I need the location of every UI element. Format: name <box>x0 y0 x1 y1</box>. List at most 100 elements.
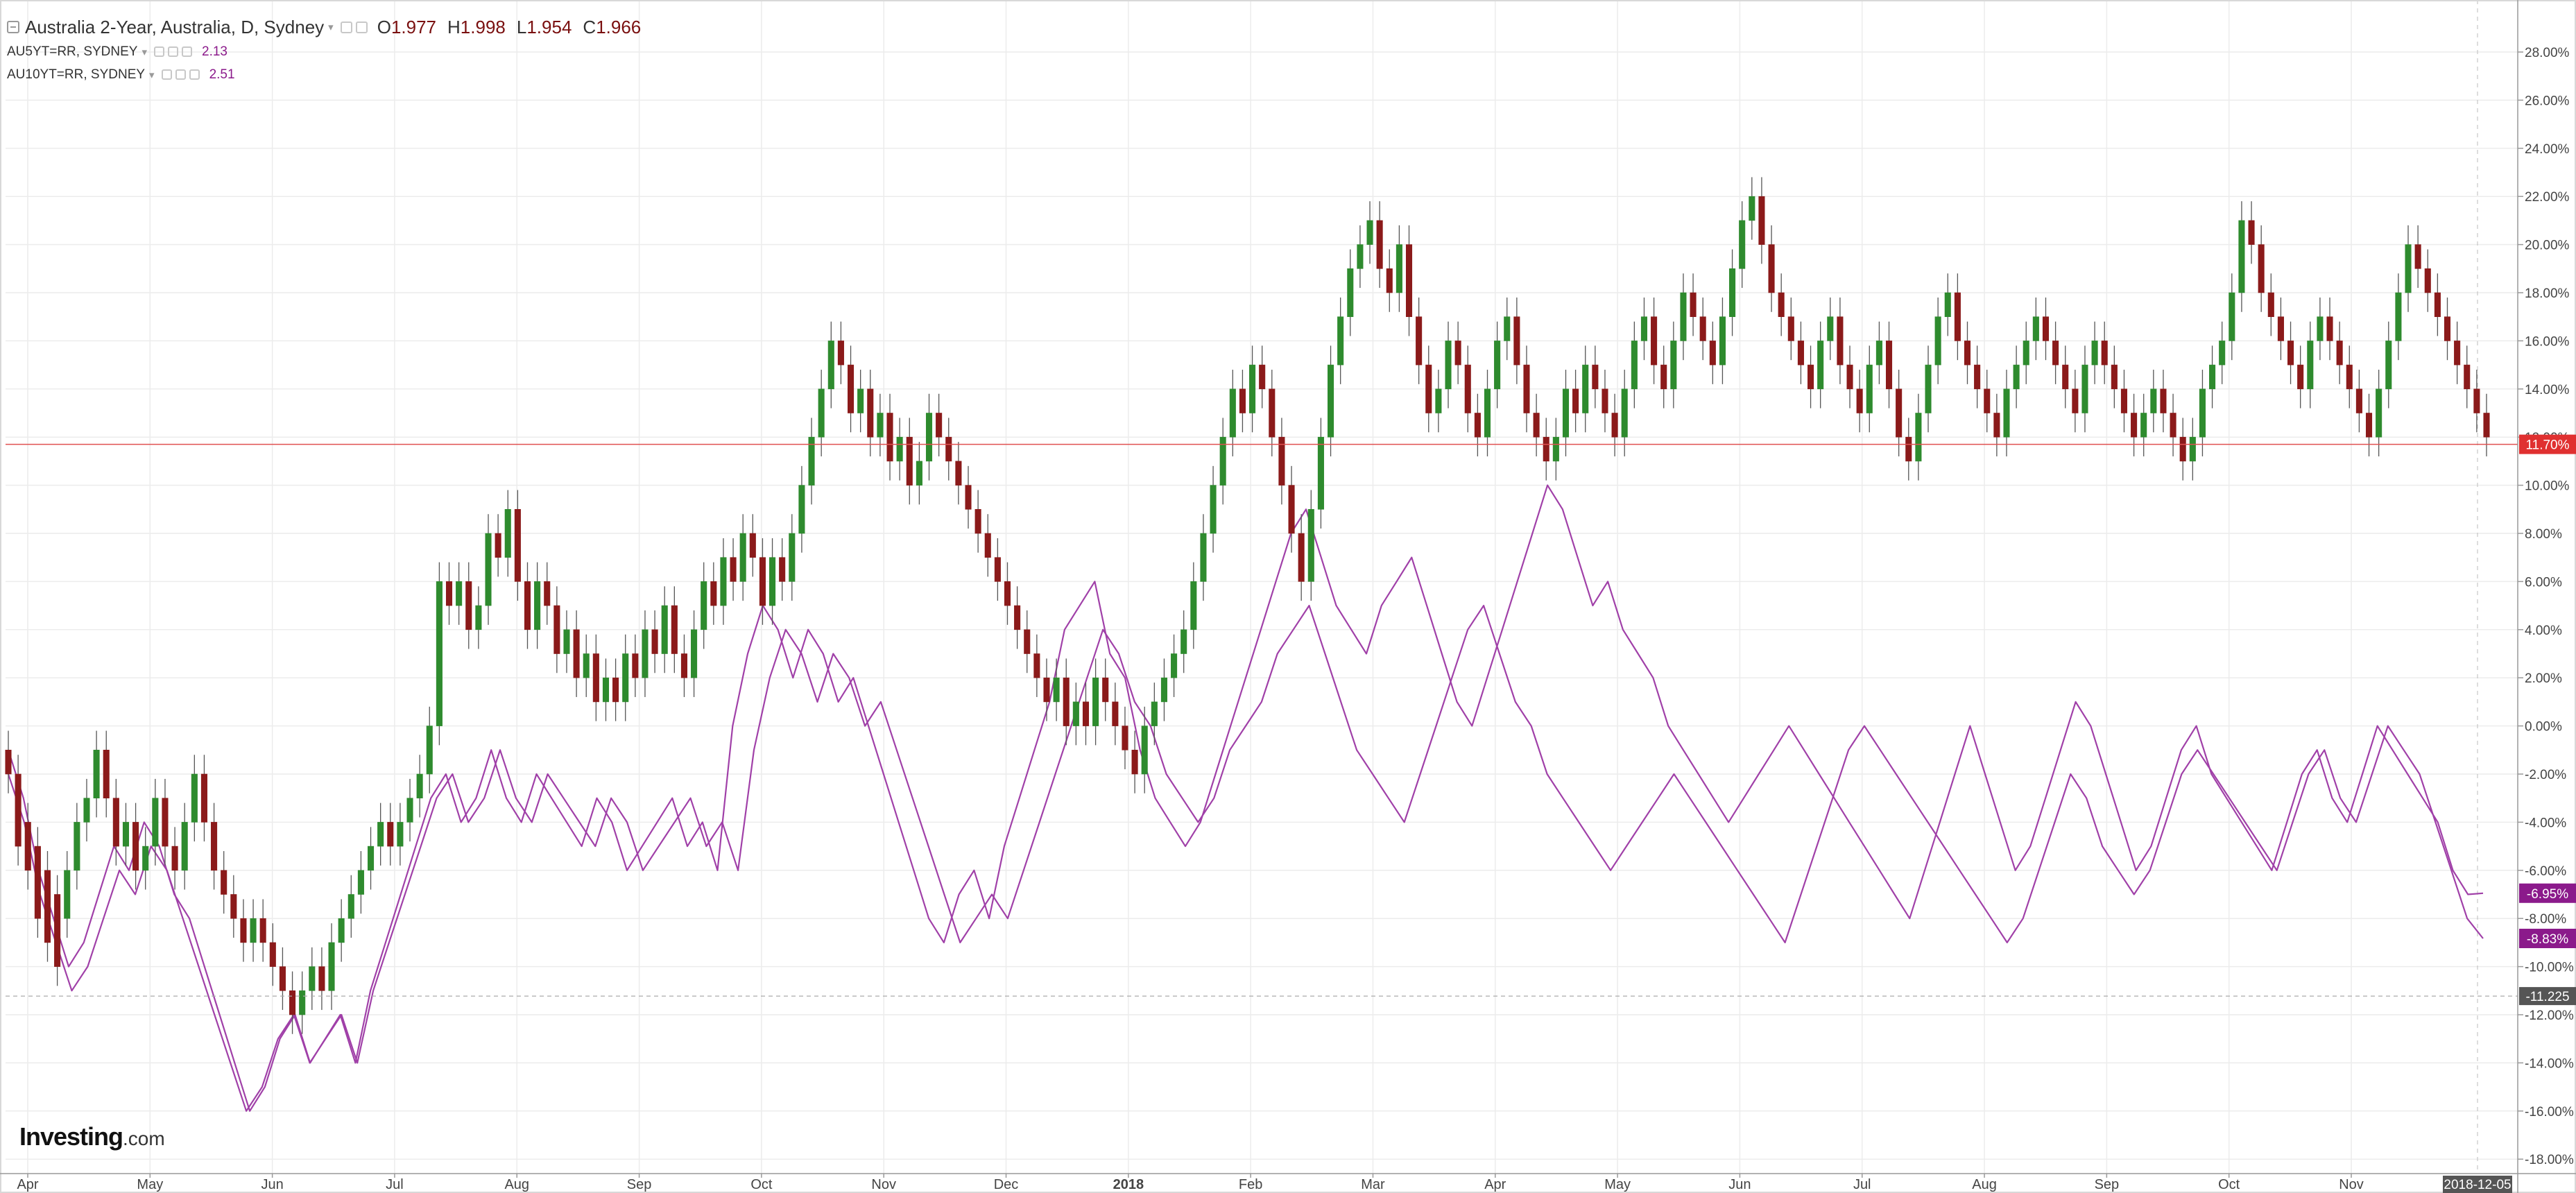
x-tick-label: May <box>1604 1177 1631 1192</box>
y-tick-label: 10.00% <box>2525 479 2570 494</box>
x-tick-label: May <box>137 1177 163 1192</box>
candle-body <box>1533 413 1540 438</box>
settings-icon[interactable] <box>168 46 179 57</box>
candle-body <box>2111 364 2118 390</box>
x-tick-label: Oct <box>750 1177 773 1192</box>
collapse-icon[interactable] <box>7 21 19 33</box>
chevron-down-icon[interactable]: ▾ <box>149 69 155 81</box>
candle-body <box>2042 316 2050 341</box>
candle-body <box>808 436 815 486</box>
candle-body <box>739 533 746 582</box>
candle-body <box>15 773 22 847</box>
x-tick-label: Sep <box>627 1177 652 1192</box>
candle-body <box>1896 388 1903 438</box>
y-tick-label: 18.00% <box>2525 286 2570 301</box>
candle-body <box>818 388 825 438</box>
candle-body <box>2150 388 2157 413</box>
overlay-controls[interactable] <box>161 69 200 80</box>
chevron-down-icon[interactable]: ▾ <box>141 46 148 58</box>
candle-body <box>1621 388 1628 438</box>
y-tick-label: -16.00% <box>2525 1105 2574 1119</box>
candle-body <box>1611 413 1618 438</box>
candle-body <box>1885 341 1893 390</box>
candle-body <box>1729 268 1736 317</box>
visibility-icon[interactable] <box>340 21 352 33</box>
candle-body <box>34 846 41 919</box>
candle-body <box>1631 341 1638 390</box>
close-icon[interactable] <box>189 69 200 80</box>
candle-body <box>1328 364 1334 438</box>
candle-body <box>259 918 266 943</box>
candle-body <box>1357 244 1364 269</box>
candle-body <box>1151 701 1158 726</box>
candle-body <box>2052 341 2059 366</box>
visibility-icon[interactable] <box>154 46 165 57</box>
candle-body <box>5 750 12 775</box>
candle-body <box>2189 436 2196 462</box>
candle-body <box>642 629 649 678</box>
ohlc-open-label: O <box>377 16 391 37</box>
candle-body <box>877 413 884 438</box>
candle-body <box>1141 726 1148 775</box>
ohlc-open-value: 1.977 <box>390 16 437 37</box>
grid-lines <box>6 0 2518 1174</box>
overlay-title[interactable]: AU10YT=RR, SYDNEY <box>7 67 146 82</box>
candle-body <box>64 870 71 919</box>
candle-body <box>1337 316 1344 366</box>
candle-body <box>1317 436 1324 510</box>
candle-body <box>886 413 893 462</box>
candle-body <box>456 581 463 606</box>
candle-body <box>1435 388 1442 413</box>
close-icon[interactable] <box>182 46 193 57</box>
y-tick-label: -6.00% <box>2525 864 2566 879</box>
ohlc-low-value: 1.954 <box>526 16 572 37</box>
candle-body <box>984 533 991 558</box>
candle-body <box>397 822 404 847</box>
candle-body <box>1180 629 1187 654</box>
candle-body <box>1504 316 1511 341</box>
overlay-controls[interactable] <box>154 46 193 57</box>
candle-body <box>730 557 737 582</box>
candle-body <box>2326 316 2333 341</box>
candle-body <box>1160 677 1167 703</box>
overlay-legend-au5y: AU5YT=RR, SYDNEY ▾ 2.13 <box>7 40 652 63</box>
candle-body <box>759 557 766 606</box>
candle-body <box>1934 316 1941 366</box>
x-tick-label: Jun <box>261 1177 284 1192</box>
settings-icon[interactable] <box>355 21 368 33</box>
candle-body <box>1210 485 1217 534</box>
candle-body <box>2464 364 2471 390</box>
last-price-label: 11.70% <box>2525 438 2569 453</box>
x-tick-label: Dec <box>994 1177 1019 1192</box>
candle-body <box>2414 244 2421 269</box>
x-tick-label: Feb <box>1239 1177 1262 1192</box>
chevron-down-icon[interactable]: ▾ <box>328 22 334 33</box>
candle-body <box>1827 316 1834 341</box>
candle-body <box>93 750 100 799</box>
overlay-title[interactable]: AU5YT=RR, SYDNEY <box>7 44 138 59</box>
reference-badge <box>2519 987 2576 1006</box>
series-title[interactable]: Australia 2-Year, Australia, D, Sydney <box>25 16 325 37</box>
candle-body <box>2287 341 2294 366</box>
candle-body <box>1513 316 1520 366</box>
ohlc-high-label: H <box>447 16 461 37</box>
y-tick-label: 22.00% <box>2525 190 2570 205</box>
candle-body <box>896 436 903 462</box>
y-tick-label: -18.00% <box>2525 1153 2574 1167</box>
candle-body <box>827 341 834 390</box>
candle-body <box>1640 316 1647 341</box>
visibility-icon[interactable] <box>161 69 172 80</box>
candle-body <box>1024 629 1031 654</box>
series-controls[interactable] <box>340 21 368 33</box>
candle-body <box>857 388 864 413</box>
candle-body <box>103 750 110 799</box>
y-tick-label: 0.00% <box>2525 720 2562 735</box>
settings-icon[interactable] <box>175 69 186 80</box>
candle-body <box>1122 726 1128 750</box>
x-tick-label: 2018 <box>1113 1177 1144 1192</box>
ohlc-high-value: 1.998 <box>460 16 506 37</box>
candle-body <box>1523 364 1530 413</box>
candle-body <box>289 990 296 1015</box>
candle-body <box>1582 364 1589 413</box>
